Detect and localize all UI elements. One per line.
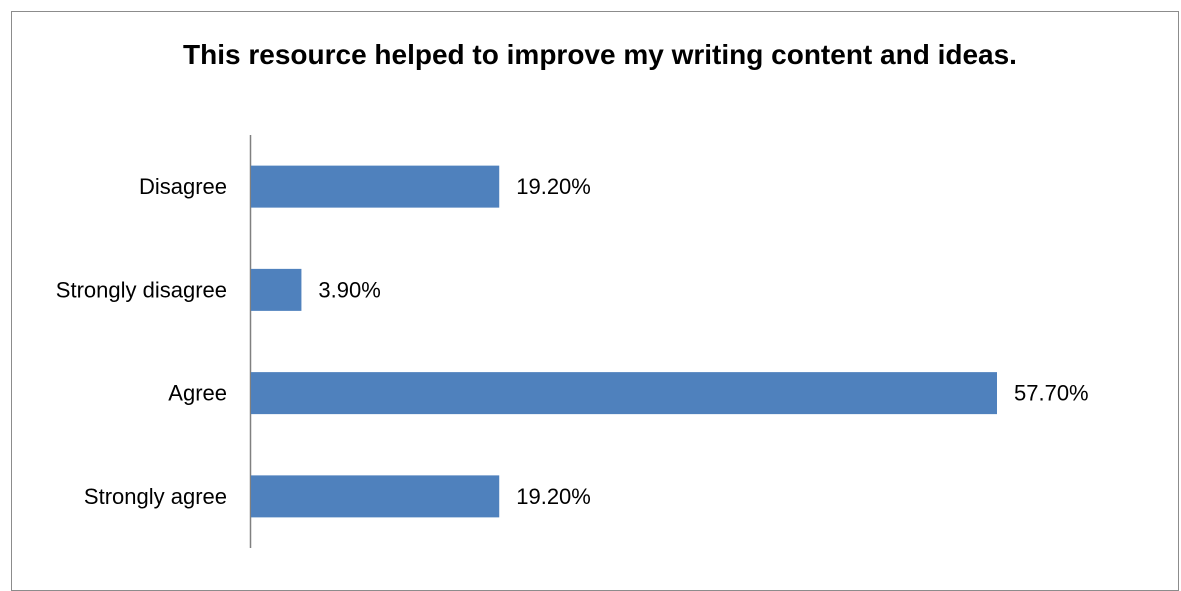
data-label: 19.20% [516, 174, 591, 199]
chart-frame [11, 11, 1179, 591]
category-label: Agree [168, 381, 227, 406]
category-label: Strongly agree [84, 484, 227, 509]
data-label: 3.90% [318, 277, 380, 302]
data-label: 57.70% [1014, 381, 1089, 406]
category-label: Disagree [139, 174, 227, 199]
bar-strongly-disagree [251, 268, 302, 311]
bar-agree [251, 372, 997, 415]
data-label: 19.20% [516, 484, 591, 509]
bar-chart: Disagree 19.20% Strongly disagree 3.90% Agre… [56, 135, 1089, 548]
bar-strongly-agree [251, 475, 500, 518]
bars-group: Disagree 19.20% Strongly disagree 3.90% Agre… [56, 165, 1089, 518]
chart-title: This resource helped to improve my writi… [183, 39, 1017, 70]
category-label: Strongly disagree [56, 277, 227, 302]
bar-disagree [251, 165, 500, 208]
